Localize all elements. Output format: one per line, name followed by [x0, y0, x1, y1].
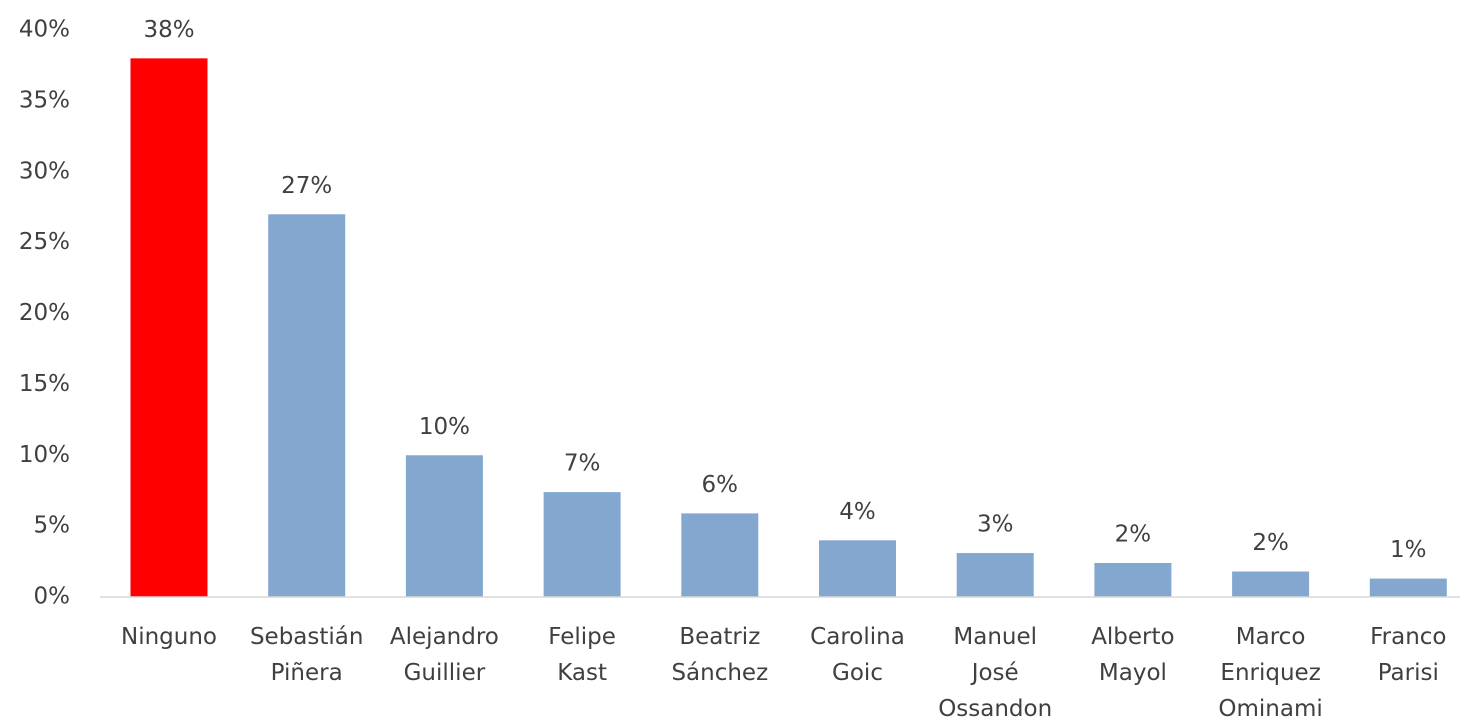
- y-tick-label: 0%: [34, 584, 71, 610]
- data-label: 4%: [839, 499, 876, 525]
- bar: [130, 58, 208, 598]
- x-tick-label: Manuel José Ossandon: [938, 624, 1052, 722]
- data-label: 6%: [702, 472, 739, 498]
- y-tick-label: 30%: [19, 158, 70, 184]
- bar: [819, 540, 896, 597]
- x-tick-label: Carolina Goic: [810, 624, 905, 686]
- x-tick-label: Ninguno: [121, 624, 217, 650]
- data-label: 10%: [419, 414, 470, 440]
- data-label: 27%: [281, 173, 332, 199]
- data-label: 3%: [977, 512, 1014, 538]
- x-tick-label: Franco Parisi: [1370, 624, 1446, 686]
- bar: [1369, 578, 1447, 597]
- bar: [956, 553, 1034, 597]
- bar: [1094, 562, 1172, 597]
- data-label: 2%: [1252, 530, 1289, 556]
- y-tick-label: 20%: [19, 300, 70, 326]
- y-tick-label: 35%: [19, 87, 70, 113]
- x-tick-label: Alberto Mayol: [1091, 624, 1174, 686]
- x-tick-label: Beatriz Sánchez: [671, 624, 768, 686]
- y-tick-label: 10%: [19, 442, 70, 468]
- x-tick-label: Alejandro Guillier: [390, 624, 499, 686]
- x-tick-label: Sebastián Piñera: [250, 624, 364, 686]
- bar: [681, 513, 759, 597]
- x-tick-label: Felipe Kast: [548, 624, 616, 686]
- bar: [1232, 571, 1310, 597]
- data-label: 2%: [1115, 521, 1152, 547]
- bar: [543, 492, 621, 597]
- bar: [268, 214, 346, 597]
- y-tick-label: 25%: [19, 229, 70, 255]
- data-label: 7%: [564, 451, 601, 477]
- data-label: 1%: [1390, 537, 1427, 563]
- data-label: 38%: [143, 17, 194, 43]
- y-tick-label: 15%: [19, 371, 70, 397]
- x-tick-label: Marco Enriquez Ominami: [1218, 624, 1322, 722]
- bar: [405, 455, 483, 597]
- y-tick-label: 40%: [19, 17, 70, 43]
- y-tick-label: 5%: [34, 513, 71, 539]
